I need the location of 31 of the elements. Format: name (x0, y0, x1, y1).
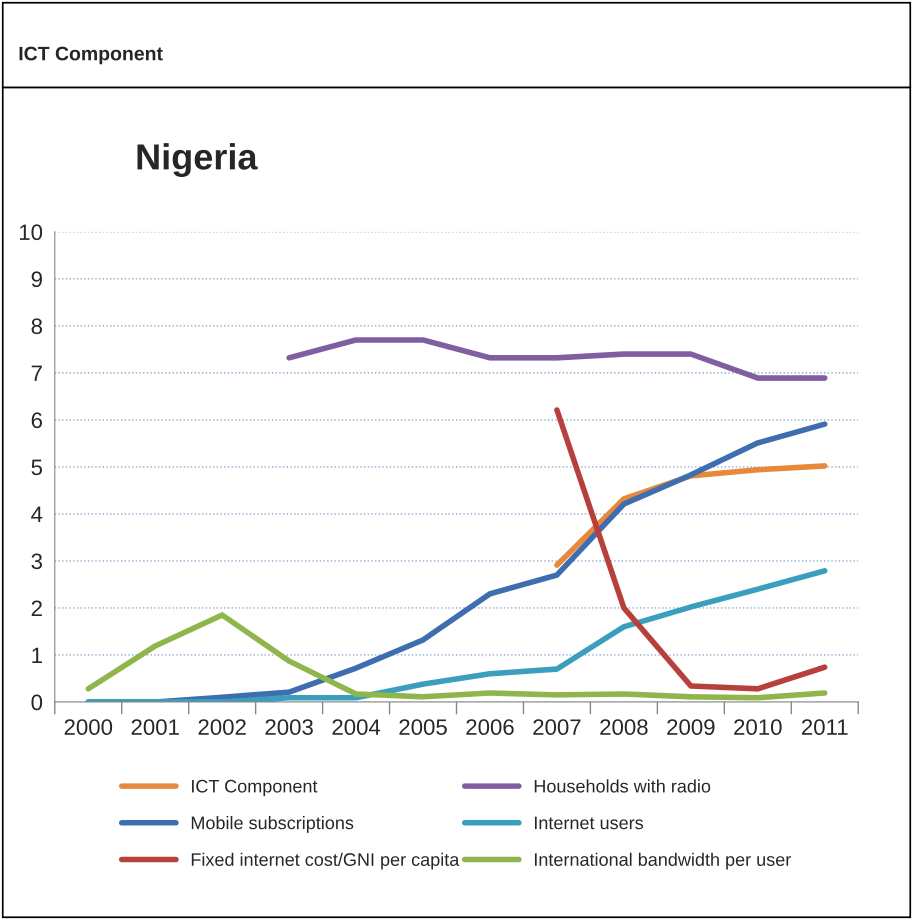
y-tick-label: 2 (32, 600, 42, 616)
x-tick-label: 2003 (266, 719, 313, 735)
x-tick-label: 2001 (132, 719, 179, 735)
legend-label: ICT Component (192, 780, 318, 796)
legend-label: Households with radio (534, 779, 710, 793)
x-tick-label: 2002 (198, 719, 246, 735)
x-tick-label: 2011 (802, 719, 848, 735)
legend-label: Internet users (534, 816, 644, 830)
y-tick-label: 8 (32, 318, 42, 334)
x-tick-label: 2008 (600, 719, 648, 735)
text: ICT Component (20, 46, 163, 64)
x-tick-label: 2004 (332, 719, 380, 735)
x-tick-label: 2009 (667, 719, 715, 735)
y-tick-label: 6 (32, 412, 42, 428)
y-tick-label: 4 (31, 506, 42, 522)
chart-title: Nigeria (138, 143, 258, 177)
y-tick-label: 9 (32, 271, 42, 288)
y-tick-label: 10 (20, 224, 42, 240)
x-tick-label: 2005 (399, 719, 447, 735)
legend-label: Fixed internet cost/GNI per capita (192, 852, 460, 870)
x-tick-label: 2000 (64, 719, 112, 735)
x-tick-label: 2010 (734, 719, 782, 735)
y-tick-label: 5 (32, 460, 42, 476)
y-tick-label: 3 (31, 553, 42, 570)
y-tick-label: 1 (32, 648, 42, 663)
x-tick-label: 2007 (533, 719, 581, 735)
x-tick-label: 2006 (466, 719, 514, 735)
legend-label: International bandwidth per user (534, 852, 791, 870)
legend-label: Mobile subscriptions (192, 816, 354, 833)
y-tick-label: 0 (31, 694, 42, 710)
y-tick-label: 7 (32, 366, 42, 381)
